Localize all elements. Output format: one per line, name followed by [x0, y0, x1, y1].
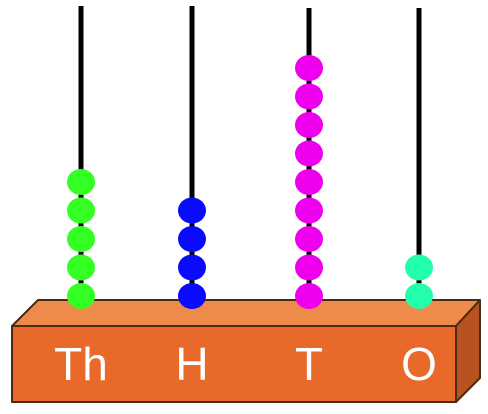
label-o: O: [401, 338, 437, 390]
bead-th-4: [67, 197, 95, 224]
bead-h-4: [178, 197, 206, 224]
bead-th-1: [67, 283, 95, 309]
bead-t-8: [295, 83, 323, 110]
bead-t-7: [295, 112, 323, 138]
bead-th-2: [67, 254, 95, 281]
bead-h-3: [178, 226, 206, 252]
bead-o-2: [405, 254, 433, 281]
bead-t-4: [295, 197, 323, 224]
bead-t-1: [295, 283, 323, 309]
label-t: T: [295, 338, 323, 390]
abacus-rods: [78, 6, 422, 312]
bead-th-5: [67, 169, 95, 195]
bead-h-1: [178, 283, 206, 309]
bead-o-1: [405, 283, 433, 309]
bead-t-9: [295, 55, 323, 81]
bead-th-3: [67, 226, 95, 252]
abacus-beads: [67, 55, 433, 309]
bead-h-2: [178, 254, 206, 281]
label-th: Th: [54, 338, 108, 390]
abacus-base: [11, 299, 481, 403]
abacus-base-front: [11, 325, 457, 403]
bead-t-3: [295, 226, 323, 252]
bead-t-2: [295, 254, 323, 281]
label-h: H: [175, 338, 208, 390]
place-value-labels: Th H T O: [54, 338, 437, 390]
bead-t-6: [295, 140, 323, 167]
bead-t-5: [295, 169, 323, 195]
